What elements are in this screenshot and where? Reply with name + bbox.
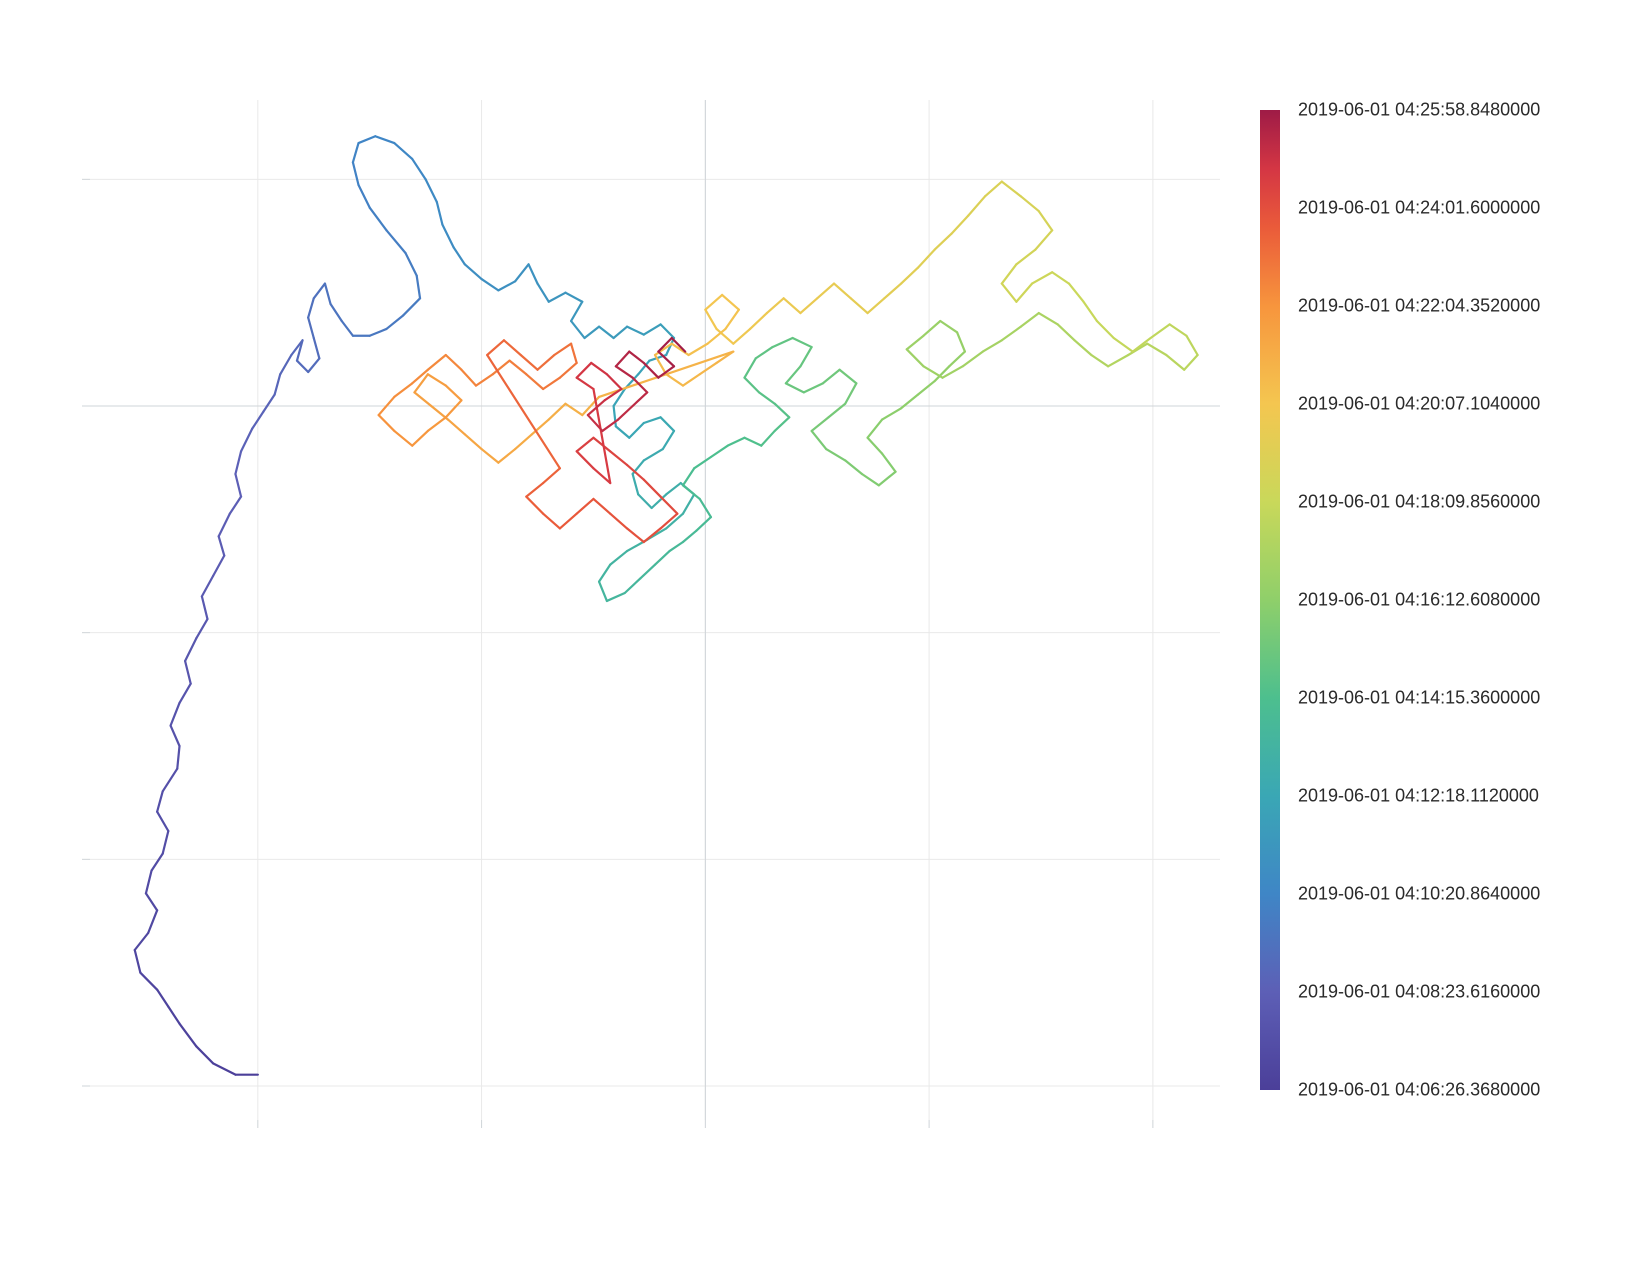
colorbar (1260, 110, 1280, 1090)
colorbar-tick-label: 2019-06-01 04:08:23.6160000 (1298, 982, 1540, 1003)
colorbar-tick-label: 2019-06-01 04:25:58.8480000 (1298, 100, 1540, 121)
colorbar-tick-label: 2019-06-01 04:22:04.3520000 (1298, 296, 1540, 317)
colorbar-tick-label: 2019-06-01 04:20:07.1040000 (1298, 394, 1540, 415)
colorbar-tick-label: 2019-06-01 04:12:18.1120000 (1298, 786, 1539, 807)
colorbar-panel[interactable]: 2019-06-01 04:25:58.84800002019-06-01 04… (1260, 110, 1280, 1090)
plot-panel[interactable]: -0.4-0.200.20.4 -0.6-0.4-0.200.2 (90, 100, 1220, 1120)
trajectory-chart (80, 98, 1222, 1132)
colorbar-tick-label: 2019-06-01 04:24:01.6000000 (1298, 198, 1540, 219)
colorbar-tick-label: 2019-06-01 04:06:26.3680000 (1298, 1080, 1540, 1101)
colorbar-tick-label: 2019-06-01 04:18:09.8560000 (1298, 492, 1540, 513)
colorbar-tick-label: 2019-06-01 04:10:20.8640000 (1298, 884, 1540, 905)
colorbar-tick-label: 2019-06-01 04:14:15.3600000 (1298, 688, 1540, 709)
colorbar-tick-label: 2019-06-01 04:16:12.6080000 (1298, 590, 1540, 611)
stage: -0.4-0.200.20.4 -0.6-0.4-0.200.2 2019-06… (0, 0, 1650, 1275)
